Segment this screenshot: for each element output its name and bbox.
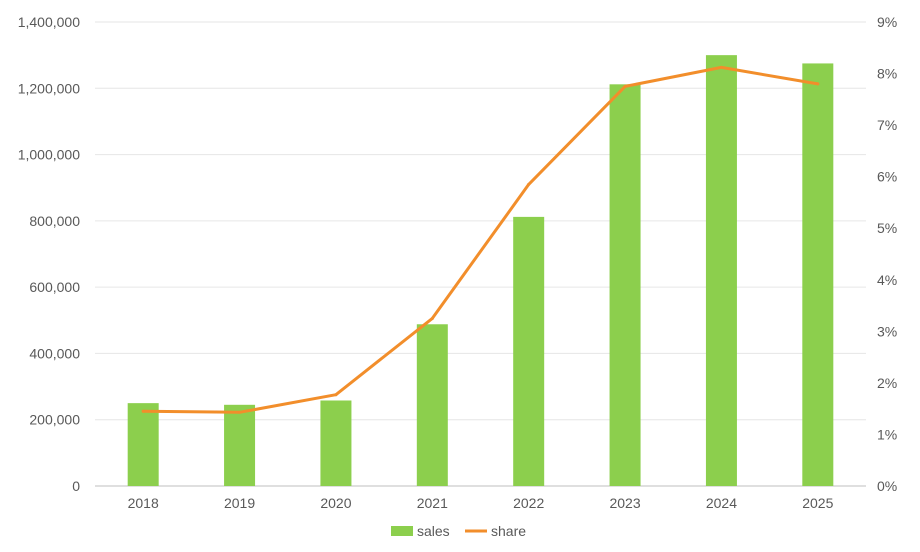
y-left-tick-label: 800,000: [29, 213, 80, 229]
bar-sales: [127, 403, 159, 486]
y-left-tick-label: 1,000,000: [18, 147, 80, 163]
point-share: [527, 182, 531, 186]
y-right-tick-label: 6%: [877, 169, 897, 185]
bar-sales: [513, 216, 545, 486]
point-share: [141, 409, 145, 413]
bar-sales: [320, 400, 352, 486]
point-share: [334, 393, 338, 397]
bar-sales: [224, 404, 256, 486]
bar-sales: [416, 324, 448, 486]
bar-sales: [705, 55, 737, 487]
y-right-tick-label: 4%: [877, 272, 897, 288]
legend-swatch-sales: [391, 526, 413, 536]
y-right-tick-label: 0%: [877, 478, 897, 494]
x-tick-label: 2023: [609, 495, 640, 511]
y-left-tick-label: 600,000: [29, 279, 80, 295]
point-share: [623, 84, 627, 88]
y-right-tick-label: 7%: [877, 117, 897, 133]
y-right-tick-label: 5%: [877, 220, 897, 236]
y-left-tick-label: 1,400,000: [18, 14, 80, 30]
x-tick-label: 2021: [417, 495, 448, 511]
point-share: [816, 82, 820, 86]
y-right-tick-label: 2%: [877, 375, 897, 391]
y-right-tick-label: 1%: [877, 426, 897, 442]
line-share: [141, 65, 820, 414]
bar-sales: [802, 63, 834, 487]
y-left-tick-label: 400,000: [29, 345, 80, 361]
point-share: [238, 410, 242, 414]
y-left-tick-label: 200,000: [29, 412, 80, 428]
y-left-tick-label: 1,200,000: [18, 80, 80, 96]
y-right-tick-label: 8%: [877, 66, 897, 82]
x-tick-label: 2019: [224, 495, 255, 511]
x-tick-label: 2018: [128, 495, 159, 511]
legend-label-share: share: [491, 523, 526, 539]
x-tick-label: 2024: [706, 495, 737, 511]
legend-label-sales: sales: [417, 523, 450, 539]
x-tick-label: 2020: [320, 495, 351, 511]
x-tick-label: 2022: [513, 495, 544, 511]
point-share: [719, 65, 723, 69]
x-tick-label: 2025: [802, 495, 833, 511]
bar-sales: [609, 84, 641, 487]
y-left-tick-label: 0: [72, 478, 80, 494]
y-right-tick-label: 9%: [877, 14, 897, 30]
y-right-tick-label: 3%: [877, 323, 897, 339]
point-share: [430, 316, 434, 320]
